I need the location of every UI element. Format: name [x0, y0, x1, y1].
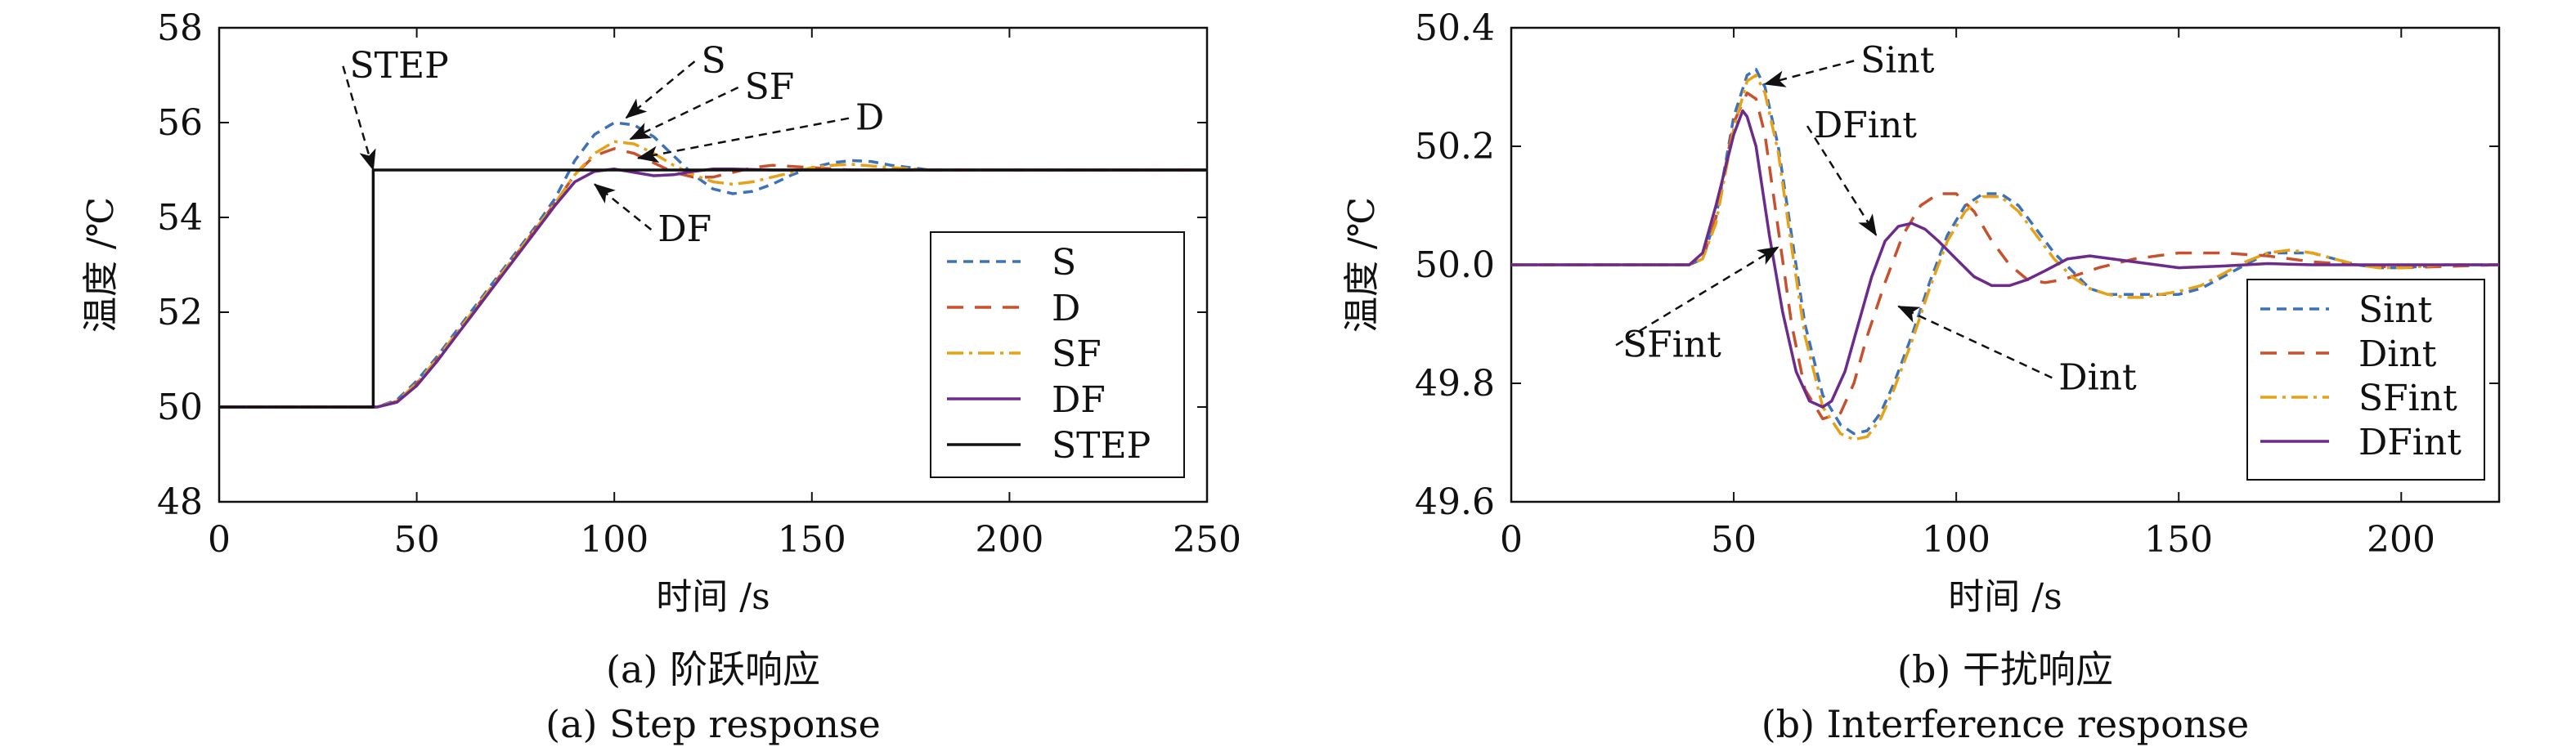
y-tick-label: 49.6 — [1415, 481, 1495, 523]
annotation-label: S — [702, 40, 726, 82]
annotations-group: STEP S SF D DF — [342, 40, 884, 250]
annotation-arrow — [1806, 125, 1878, 236]
axis-ticks — [1510, 27, 2499, 503]
annotation-label: STEP — [349, 45, 448, 87]
legend-label-s: S — [1052, 242, 1076, 284]
legend-label-sf: SF — [1052, 333, 1102, 375]
annotation-arrow — [594, 183, 653, 230]
legend-box — [930, 231, 1185, 478]
x-tick-label: 150 — [2144, 519, 2213, 561]
series-line-step — [219, 168, 1207, 409]
series-line-sint — [1511, 68, 2499, 436]
annotation-label: Sint — [1860, 39, 1935, 81]
legend-label-d: D — [1052, 288, 1080, 329]
legend-label-sint: Sint — [2358, 289, 2433, 331]
plot-frame — [218, 26, 1209, 503]
x-axis-label: 时间 /s — [1948, 576, 2062, 618]
legend: S D SF DF STEP — [930, 231, 1185, 478]
series-group — [1511, 68, 2500, 441]
annotation-label: D — [855, 97, 884, 139]
caption-en: (a) Step response — [545, 702, 881, 746]
y-tick-label: 50.2 — [1415, 126, 1495, 168]
annotation-arrow — [1897, 305, 2053, 379]
x-tick-label: 200 — [2367, 519, 2435, 561]
y-tick-label: 50.0 — [1415, 244, 1495, 286]
caption-cn: (b) 干扰响应 — [1897, 647, 2113, 691]
y-axis-label: 温度 /℃ — [1341, 197, 1383, 333]
caption-en: (b) Interference response — [1761, 702, 2250, 746]
annotation-arrow — [1615, 246, 1779, 347]
annotation-label: DFint — [1814, 105, 1917, 146]
x-tick-label: 100 — [1922, 519, 1990, 561]
y-tick-label: 50.4 — [1415, 7, 1495, 49]
y-tick-label: 50 — [157, 387, 203, 428]
legend-label-dint: Dint — [2358, 333, 2437, 375]
y-tick-label: 58 — [157, 7, 203, 49]
legend-label-sfint: SFint — [2358, 378, 2457, 419]
y-tick-label: 52 — [157, 292, 203, 333]
series-line-dfint — [1511, 109, 2499, 409]
annotation-arrow — [636, 117, 850, 163]
legend-box — [2246, 279, 2485, 481]
legend-label-df: DF — [1052, 379, 1106, 421]
y-tick-label: 54 — [157, 197, 203, 239]
series-line-sfint — [1511, 74, 2499, 441]
x-tick-label: 150 — [778, 519, 846, 561]
annotation-label: SFint — [1622, 324, 1721, 365]
annotation-arrow — [1763, 60, 1855, 87]
series-group — [219, 121, 1207, 409]
y-tick-label: 49.8 — [1415, 363, 1495, 405]
annotations-group: Sint DFint SFint Dint — [1615, 39, 2137, 398]
legend-label-dfint: DFint — [2358, 422, 2462, 463]
y-tick-label: 48 — [157, 481, 203, 523]
annotation-arrow — [625, 60, 696, 119]
x-tick-label: 50 — [1711, 519, 1757, 561]
y-axis-label: 温度 /℃ — [80, 197, 122, 333]
annotation-arrow — [629, 86, 739, 141]
x-tick-label: 250 — [1173, 519, 1241, 561]
legend: Sint Dint SFint DFint — [2246, 279, 2485, 481]
x-tick-label: 0 — [1500, 519, 1523, 561]
series-line-dint — [1511, 91, 2500, 421]
annotation-label: DF — [657, 208, 711, 250]
series-line-s — [219, 121, 1207, 409]
legend-label-step: STEP — [1052, 425, 1151, 467]
x-axis-label: 时间 /s — [656, 576, 770, 618]
annotation-label: Dint — [2058, 356, 2137, 398]
y-tick-label: 56 — [157, 102, 203, 144]
x-tick-label: 100 — [580, 519, 648, 561]
x-tick-label: 200 — [975, 519, 1043, 561]
annotation-label: SF — [745, 66, 795, 108]
axis-ticks — [218, 27, 1208, 503]
x-tick-label: 50 — [394, 519, 440, 561]
annotation-arrow — [342, 65, 376, 172]
x-tick-label: 0 — [208, 519, 231, 561]
caption-cn: (a) 阶跃响应 — [606, 647, 820, 691]
